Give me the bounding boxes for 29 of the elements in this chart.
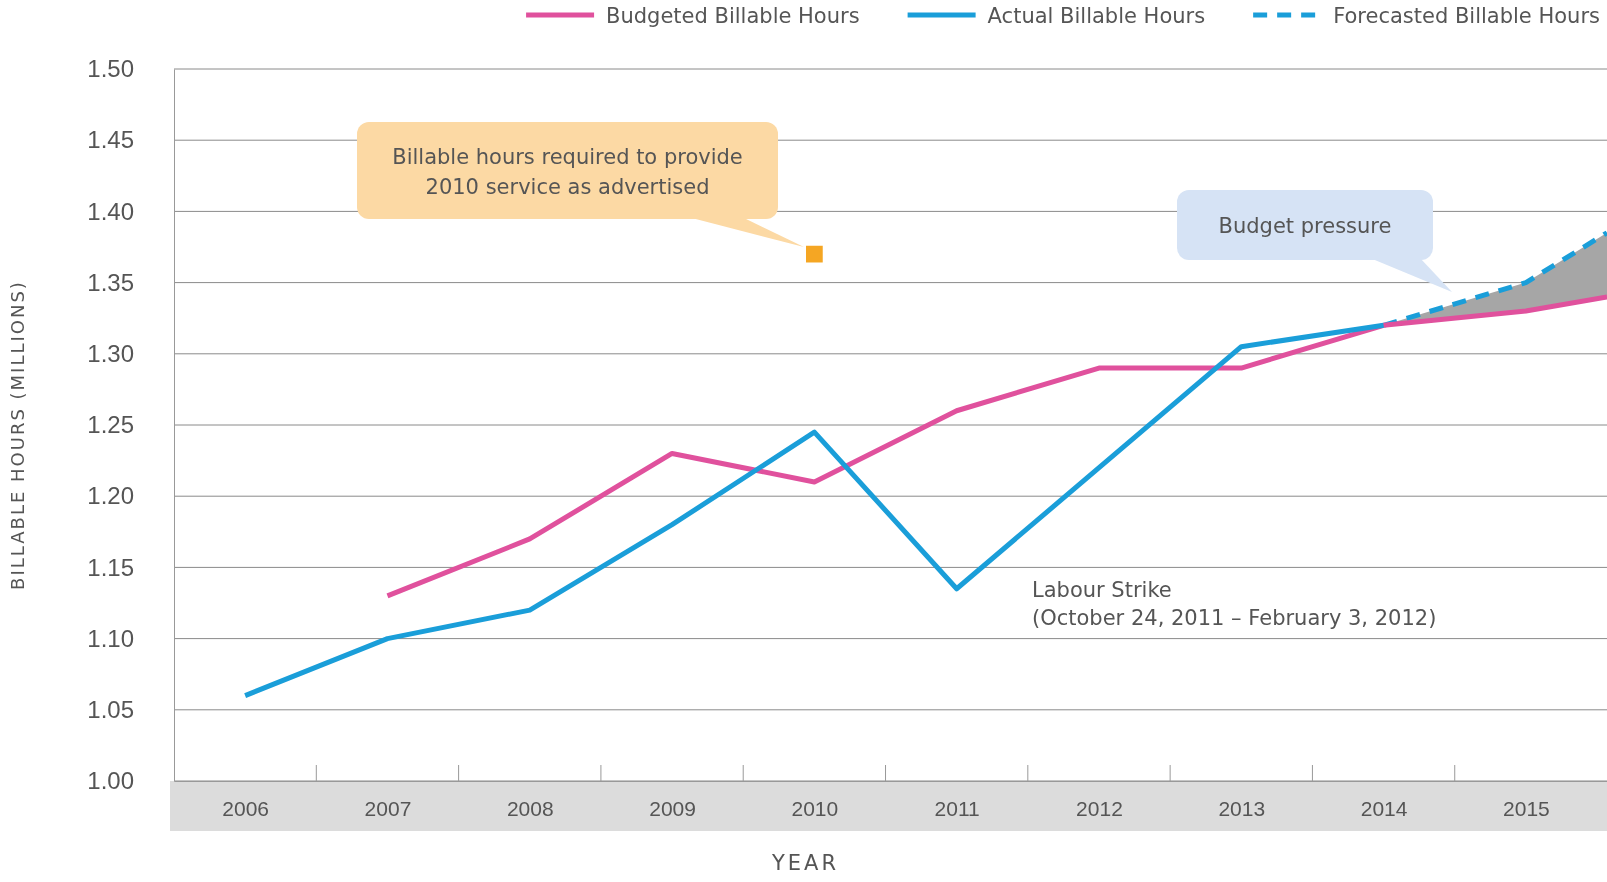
x-tick-label: 2009 — [649, 796, 696, 820]
x-tick-label: 2011 — [934, 796, 980, 820]
y-tick-label: 1.00 — [87, 767, 134, 795]
x-tick-label: 2012 — [1076, 796, 1123, 820]
x-tick-label: 2010 — [791, 796, 839, 820]
x-axis-title: YEAR — [770, 851, 840, 875]
x-tick-label: 2015 — [1503, 796, 1550, 820]
y-tick-label: 1.20 — [87, 482, 134, 510]
x-tick-label: 2013 — [1218, 796, 1266, 820]
x-tick-label: 2006 — [222, 796, 270, 820]
annotation: Billable hours required to provide 2010 service as advertised — [392, 144, 743, 199]
y-tick-label: 1.10 — [87, 624, 134, 652]
y-tick-label: 1.50 — [87, 55, 134, 83]
y-tick-label: 1.30 — [87, 339, 134, 367]
y-tick-label: 1.25 — [87, 411, 134, 439]
y-tick-label: 1.15 — [87, 553, 134, 581]
annotation: Labour Strike (October 24, 2011 – February 3, 2012) — [1032, 578, 1437, 630]
legend-label: Budgeted Billable Hours — [606, 4, 860, 28]
y-tick-label: 1.05 — [87, 695, 134, 723]
y-tick-label: 1.45 — [87, 126, 134, 154]
y-tick-label: 1.40 — [87, 197, 134, 225]
y-axis-title: BILLABLE HOURS (MILLIONS) — [7, 280, 28, 590]
y-tick-label: 1.35 — [87, 268, 134, 296]
legend-label: Forecasted Billable Hours — [1333, 4, 1600, 28]
legend-label: Actual Billable Hours — [987, 4, 1206, 28]
x-tick-label: 2014 — [1360, 796, 1408, 820]
annotation: Budget pressure — [1218, 214, 1392, 238]
x-tick-label: 2007 — [364, 796, 412, 820]
x-tick-label: 2008 — [506, 796, 554, 820]
